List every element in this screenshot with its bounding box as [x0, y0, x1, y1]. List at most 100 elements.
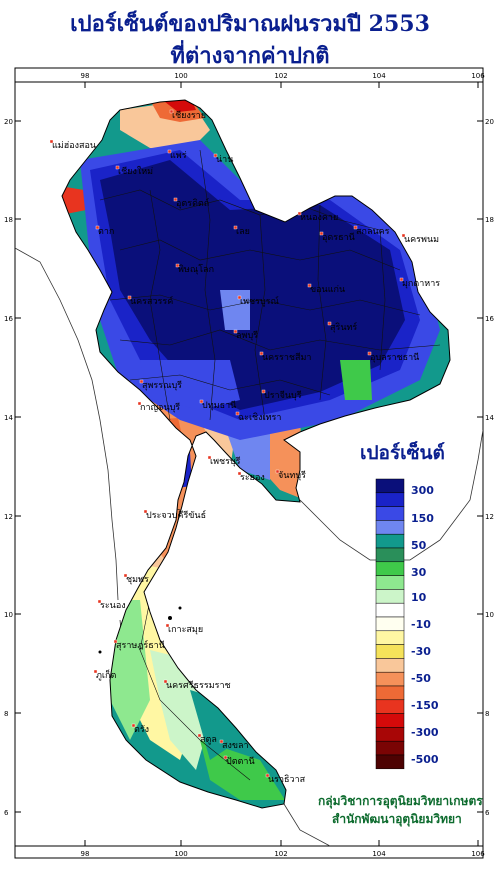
legend-label: -150 — [411, 699, 439, 712]
place-label: นครสวรรค์ — [130, 295, 173, 307]
lat-tick-label-right: 12 — [485, 513, 494, 521]
station-marker — [223, 755, 228, 760]
legend-swatch — [375, 644, 405, 659]
station-marker — [233, 225, 238, 230]
legend-swatch — [375, 561, 405, 576]
legend-title: เปอร์เซ็นต์ — [360, 442, 445, 464]
station-marker — [139, 379, 144, 384]
place-label: ลพบุรี — [236, 330, 258, 341]
lon-tick-label-top: 106 — [471, 72, 485, 80]
legend-swatch — [375, 533, 405, 549]
islands — [98, 606, 182, 654]
legend-swatch — [375, 727, 405, 742]
place-label: ชุมพร — [126, 575, 149, 585]
place-label: ปทุมธานี — [202, 400, 236, 411]
station-marker — [167, 149, 172, 154]
station-marker — [265, 773, 270, 778]
place-label: แม่ฮ่องสอน — [52, 141, 96, 151]
place-label: เลย — [236, 227, 250, 237]
lat-tick-label-right: 18 — [485, 216, 494, 224]
station-marker — [275, 469, 280, 474]
place-label: ขอนแก่น — [310, 285, 345, 295]
lat-tick-label-left: 8 — [4, 710, 8, 718]
legend-swatch — [375, 520, 405, 535]
place-label: ปัตตานี — [226, 756, 255, 767]
station-marker — [261, 389, 266, 394]
legend-swatch — [375, 713, 405, 728]
province-borders — [99, 149, 441, 781]
lat-tick-label-right: 20 — [485, 118, 494, 126]
station-marker — [115, 165, 120, 170]
station-marker — [175, 263, 180, 268]
lat-tick-label-right: 16 — [485, 315, 494, 323]
lat-tick-label-left: 6 — [4, 809, 9, 817]
station-marker — [399, 277, 404, 282]
station-marker — [207, 455, 212, 460]
legend-swatch — [375, 671, 405, 687]
place-label: สุราษฎร์ธานี — [116, 639, 165, 651]
credit-line-2: สำนักพัฒนาอุตุนิยมวิทยา — [332, 812, 462, 826]
station-marker — [353, 225, 358, 230]
lon-tick-label-bottom: 106 — [471, 850, 485, 858]
station-marker — [49, 139, 54, 144]
place-label: เชียงใหม่ — [118, 166, 153, 177]
place-label: สกลนคร — [356, 227, 390, 237]
place-label: จันทบุรี — [278, 470, 306, 481]
place-label: สุพรรณบุรี — [142, 380, 182, 391]
place-label: ตรัง — [134, 725, 149, 735]
station-marker — [97, 599, 102, 604]
place-label: ประจวบคีรีขันธ์ — [146, 509, 206, 521]
legend-label: 10 — [411, 591, 427, 604]
lon-tick-label-bottom: 98 — [81, 850, 90, 858]
place-label: นครพนม — [404, 235, 439, 245]
lon-tick-label-top: 100 — [174, 72, 187, 80]
legend-label: -50 — [411, 672, 431, 685]
place-label: พิษณุโลก — [178, 264, 214, 275]
station-marker — [259, 351, 264, 356]
lat-tick-label-left: 16 — [4, 315, 13, 323]
station-marker — [123, 573, 128, 578]
station-marker — [163, 679, 168, 684]
lon-tick-label-bottom: 104 — [372, 850, 386, 858]
place-label: หนองคาย — [300, 213, 338, 223]
lat-tick-label-left: 20 — [4, 118, 13, 126]
station-marker — [297, 211, 302, 216]
map-title-line-2: ที่ต่างจากค่าปกติ — [170, 43, 330, 69]
station-marker — [169, 109, 174, 114]
place-label: นครศรีธรรมราช — [166, 680, 231, 691]
station-marker — [401, 233, 406, 238]
lon-tick-label-top: 98 — [81, 72, 90, 80]
legend-colorbar: 300 150 50 30 10 -10 -30 -50 -150 -300 -500 — [375, 478, 439, 770]
place-label: ระยอง — [240, 473, 265, 483]
lat-tick-label-left: 18 — [4, 216, 13, 224]
lon-tick-label-top: 102 — [274, 72, 287, 80]
place-label: สุรินทร์ — [330, 321, 357, 333]
legend-swatch — [375, 685, 405, 701]
station-marker — [137, 401, 142, 406]
thailand-outline — [61, 99, 451, 809]
station-marker — [367, 351, 372, 356]
place-label: กาญจนบุรี — [140, 402, 180, 413]
lon-tick-label-top: 104 — [372, 72, 386, 80]
station-marker — [93, 669, 98, 674]
station-marker — [237, 471, 242, 476]
station-marker — [127, 295, 132, 300]
station-marker — [131, 723, 136, 728]
lat-tick-label-left: 10 — [4, 611, 13, 619]
lat-tick-label-right: 8 — [485, 710, 489, 718]
place-label: ปราจีนบุรี — [264, 390, 302, 401]
station-marker — [173, 197, 178, 202]
place-label: เพชรบูรณ์ — [240, 295, 279, 307]
credit-line-1: กลุ่มวิชาการอุตุนิยมวิทยาเกษตร — [318, 794, 483, 808]
legend-swatch — [375, 616, 405, 632]
legend-label: 300 — [411, 484, 434, 497]
legend-swatch — [375, 699, 405, 714]
place-label: อุดรธานี — [322, 232, 355, 243]
station-marker — [213, 153, 218, 158]
legend-label: -500 — [411, 753, 439, 766]
station-marker — [219, 739, 224, 744]
place-label: ฉะเชิงเทรา — [238, 412, 281, 423]
lat-tick-label-right: 10 — [485, 611, 494, 619]
